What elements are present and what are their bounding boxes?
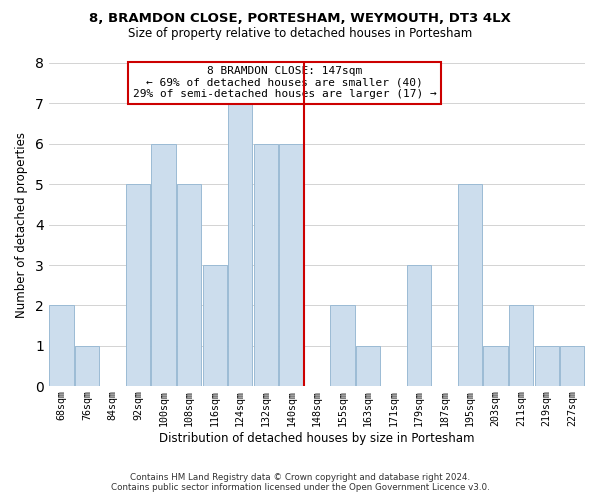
Bar [203,265,227,386]
Bar [560,346,584,387]
Text: 8 BRAMDON CLOSE: 147sqm
← 69% of detached houses are smaller (40)
29% of semi-de: 8 BRAMDON CLOSE: 147sqm ← 69% of detache… [133,66,437,100]
Text: Size of property relative to detached houses in Portesham: Size of property relative to detached ho… [128,28,472,40]
Bar [509,306,533,386]
Bar [407,265,431,386]
Bar [75,346,99,387]
Bar [151,144,176,386]
Text: Contains HM Land Registry data © Crown copyright and database right 2024.
Contai: Contains HM Land Registry data © Crown c… [110,473,490,492]
Bar [484,346,508,387]
Bar [126,184,150,386]
Bar [458,184,482,386]
Y-axis label: Number of detached properties: Number of detached properties [15,132,28,318]
Bar [330,306,355,386]
Bar [228,104,253,387]
Bar [356,346,380,387]
Bar [254,144,278,386]
Text: 8, BRAMDON CLOSE, PORTESHAM, WEYMOUTH, DT3 4LX: 8, BRAMDON CLOSE, PORTESHAM, WEYMOUTH, D… [89,12,511,26]
Bar [177,184,201,386]
Bar [535,346,559,387]
X-axis label: Distribution of detached houses by size in Portesham: Distribution of detached houses by size … [159,432,475,445]
Bar [49,306,74,386]
Bar [279,144,304,386]
